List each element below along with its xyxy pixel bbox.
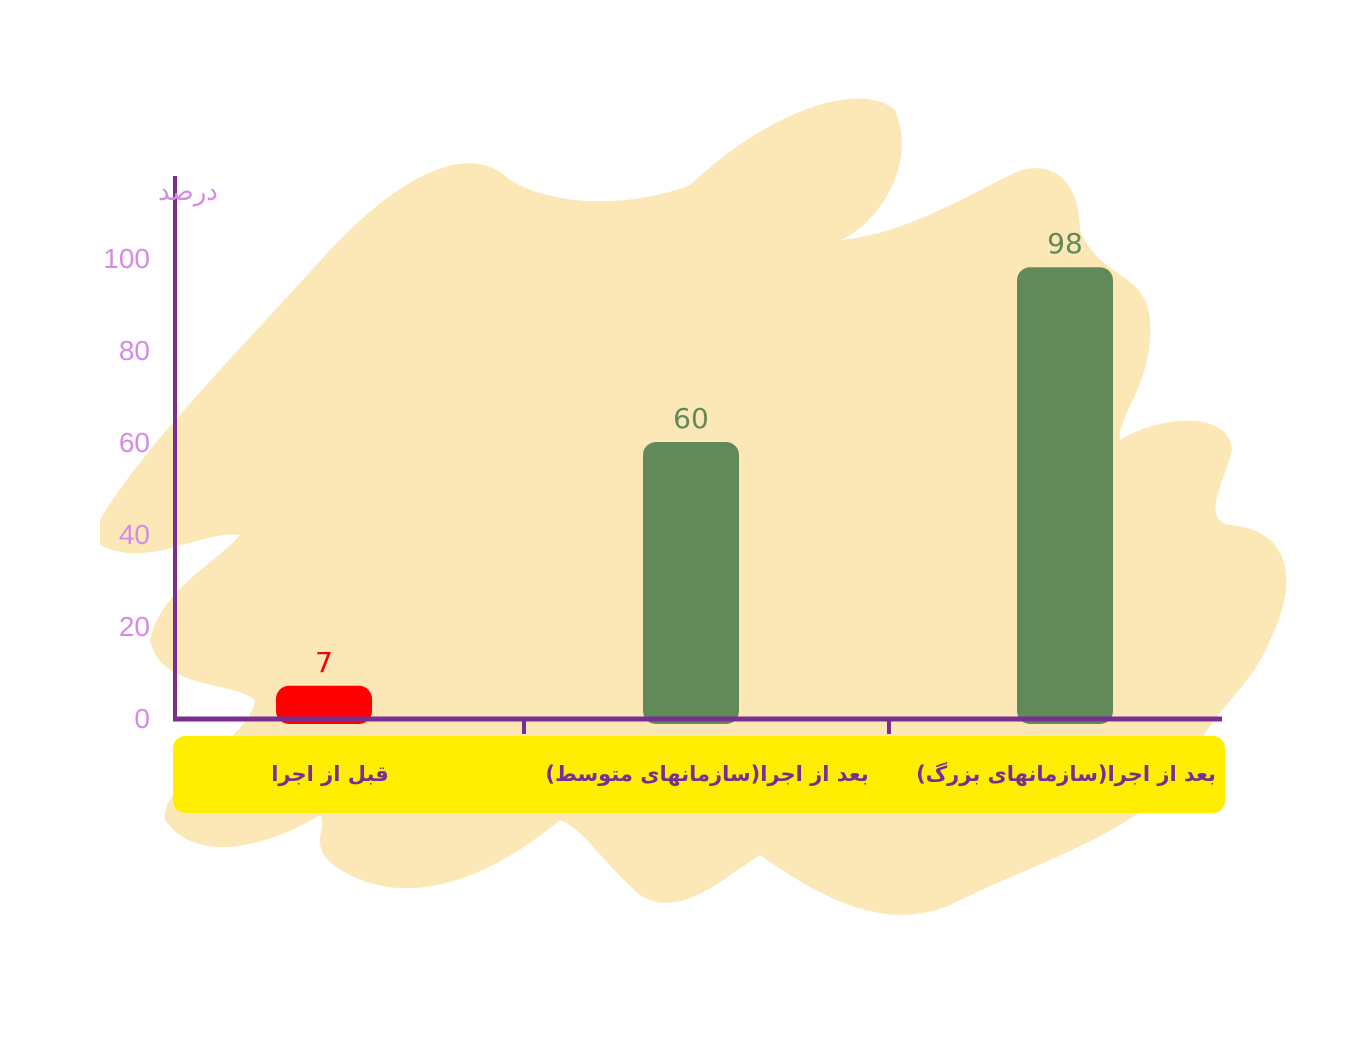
x-tick-label: بعد از اجرا(سازمانهای متوسط) xyxy=(545,762,868,786)
bar xyxy=(1017,267,1113,724)
y-tick-label: 60 xyxy=(119,427,150,458)
bar xyxy=(276,685,372,724)
bar-value-label: 60 xyxy=(673,402,709,435)
y-tick-label: 80 xyxy=(119,335,150,366)
y-tick-label: 0 xyxy=(134,703,150,734)
x-tick-label: قبل از اجرا xyxy=(271,762,389,786)
bar xyxy=(643,442,739,724)
y-axis-label: درصد xyxy=(158,177,218,207)
category-band xyxy=(173,736,1225,813)
y-tick-label: 100 xyxy=(103,243,150,274)
y-tick-label: 40 xyxy=(119,519,150,550)
bar-value-label: 98 xyxy=(1047,227,1083,260)
x-tick-label: بعد از اجرا(سازمانهای بزرگ) xyxy=(916,761,1216,786)
bar-value-label: 7 xyxy=(315,646,333,679)
y-tick-label: 20 xyxy=(119,611,150,642)
